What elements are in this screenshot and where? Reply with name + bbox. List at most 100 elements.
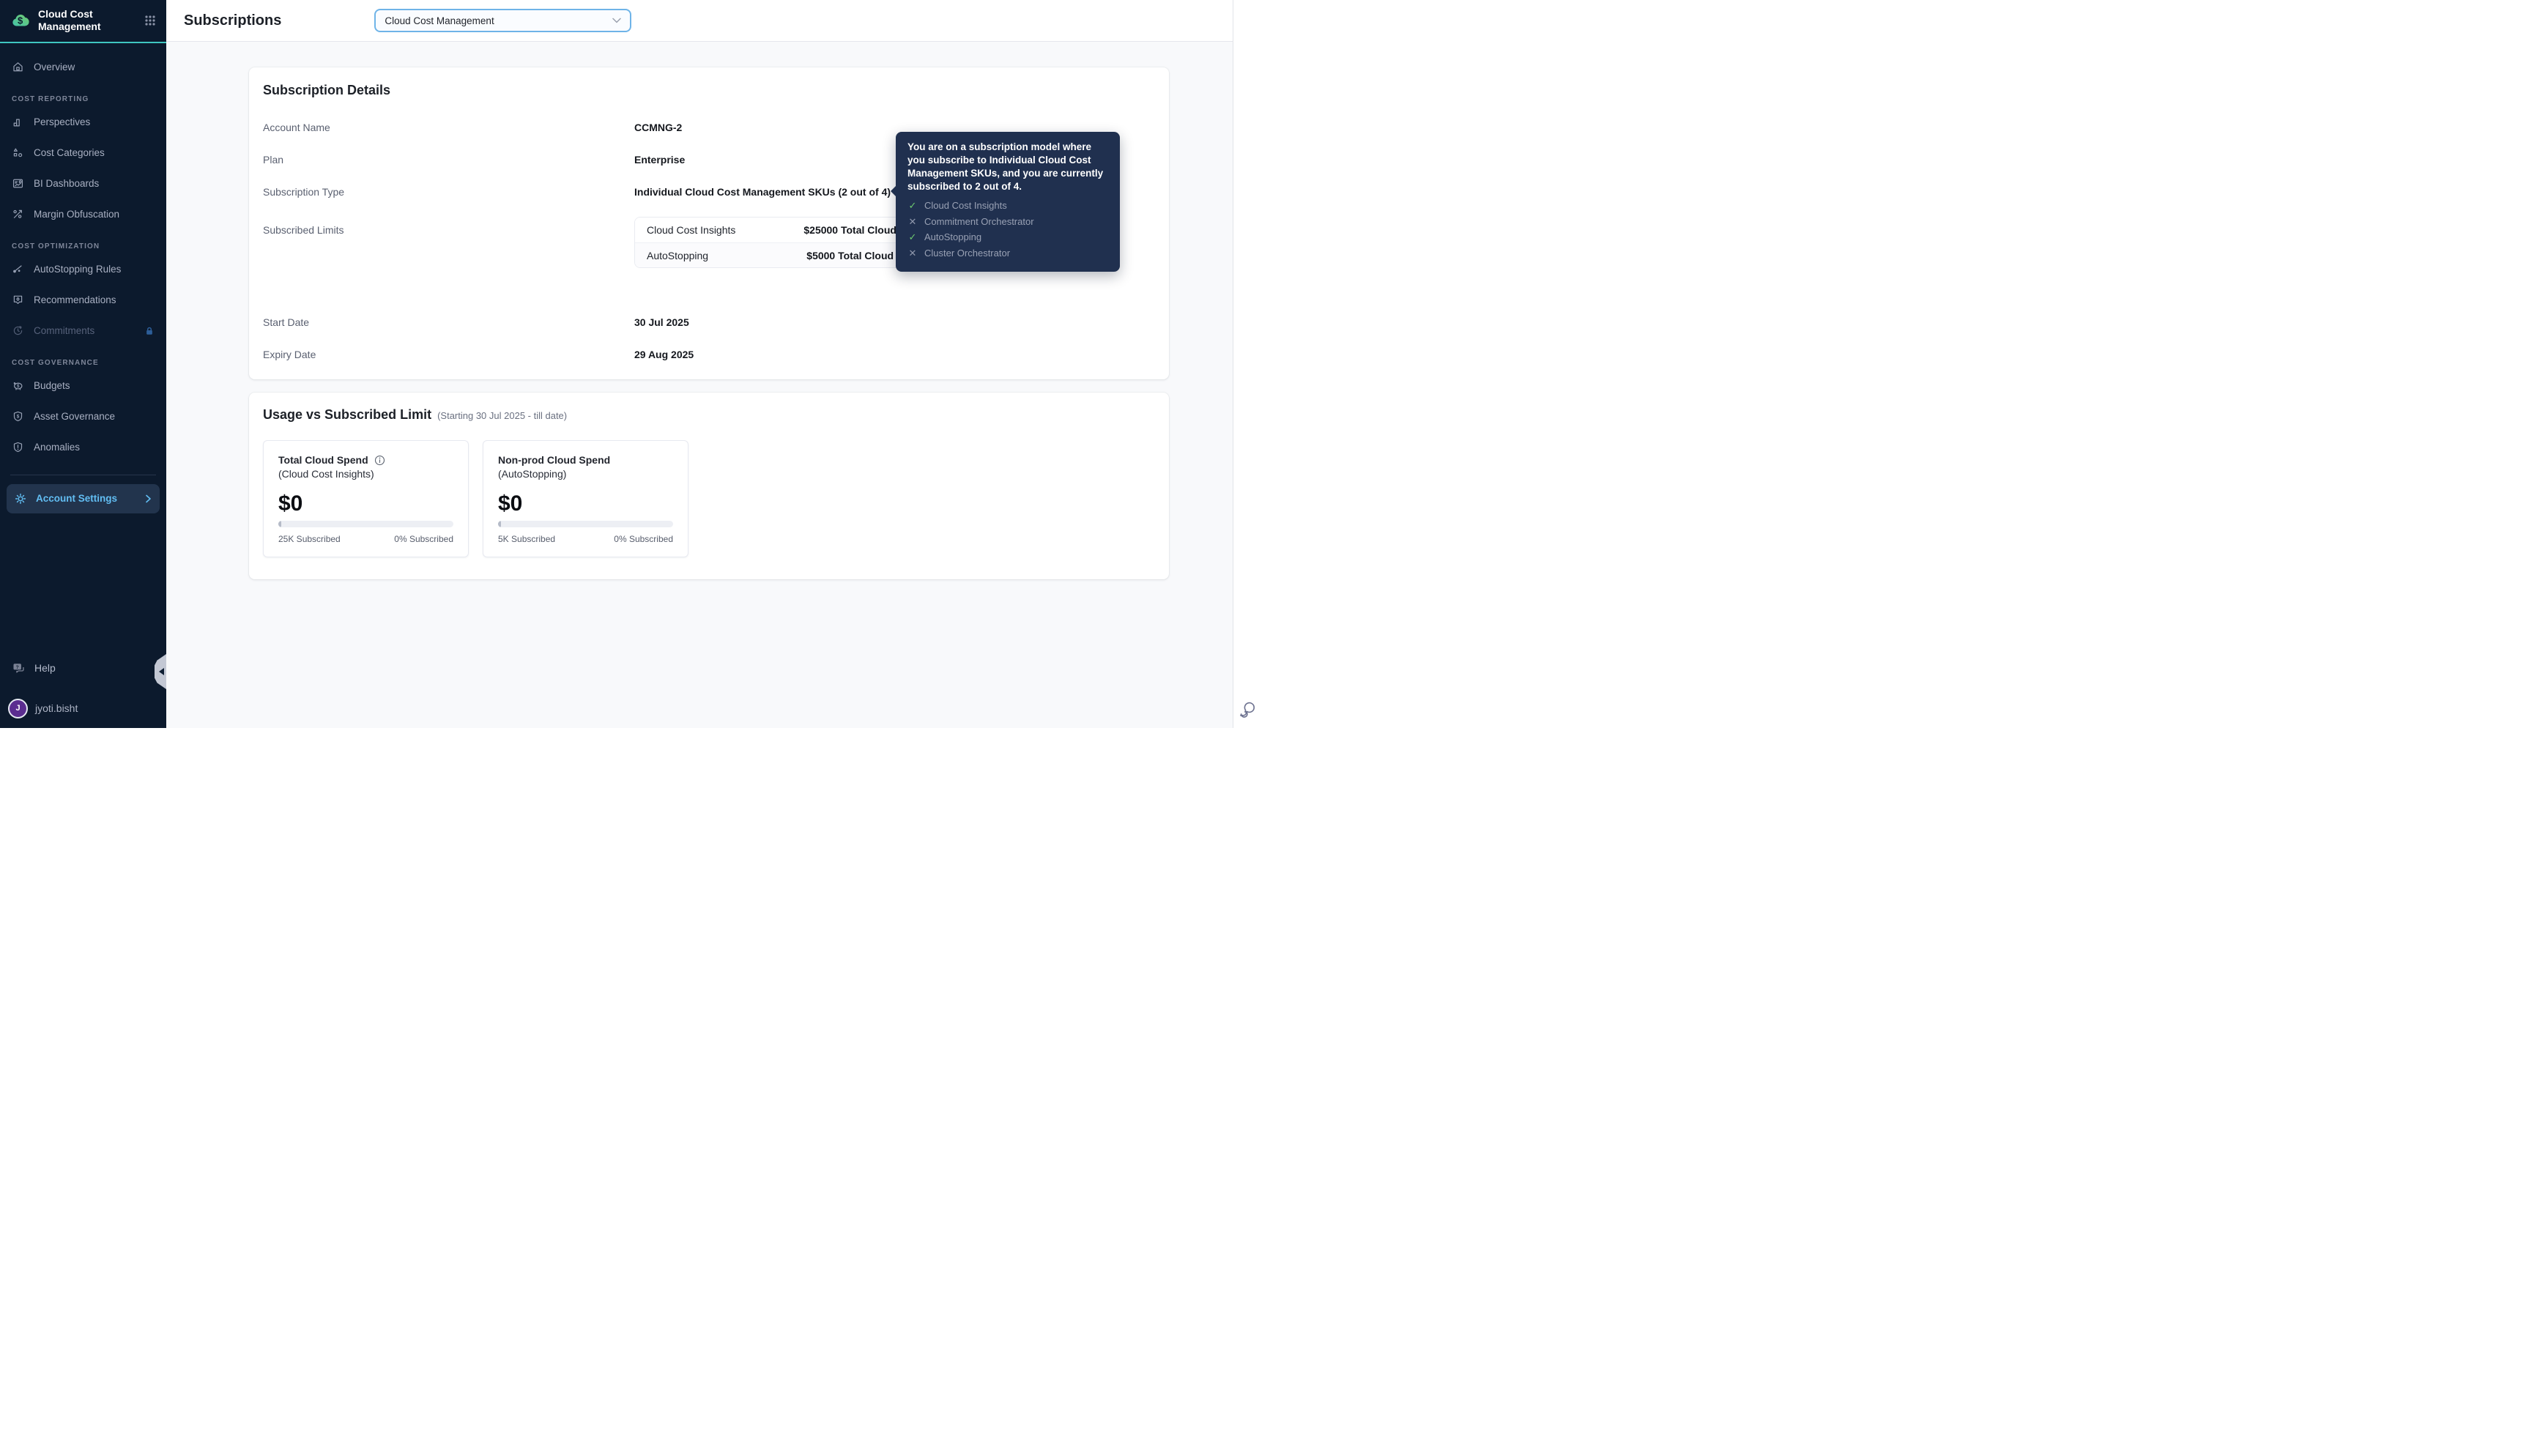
limit-name: Cloud Cost Insights <box>647 224 736 236</box>
sidebar-section-cost-optimization: COST OPTIMIZATION <box>12 242 100 250</box>
subscription-type-tooltip: You are on a subscription model where yo… <box>891 132 1120 272</box>
start-date-value: 30 Jul 2025 <box>634 316 689 328</box>
info-icon[interactable] <box>374 455 385 466</box>
sidebar-item-label: BI Dashboards <box>34 178 100 190</box>
sidebar-item-margin-obfuscation[interactable]: Margin Obfuscation <box>0 199 166 230</box>
recommendation-badge-icon <box>12 294 24 306</box>
bar-chart-icon <box>12 116 24 128</box>
app-title: Cloud Cost Management <box>38 8 101 32</box>
list-item: ✓ AutoStopping <box>907 229 1108 245</box>
total-cloud-spend-card: Total Cloud Spend (Cloud Cost Insights) … <box>263 440 469 557</box>
avatar: J <box>8 698 28 718</box>
list-item: ✕ Cluster Orchestrator <box>907 245 1108 261</box>
chevron-right-icon <box>144 494 152 503</box>
usage-progress-fill <box>278 521 281 527</box>
cross-icon: ✕ <box>908 248 917 259</box>
usage-card-footer: 5K Subscribed 0% Subscribed <box>498 534 673 544</box>
subscribed-amount-label: 5K Subscribed <box>498 534 556 544</box>
sidebar: $ Cloud Cost Management Overview COST RE… <box>0 0 166 728</box>
sidebar-item-account-settings[interactable]: Account Settings <box>7 483 160 513</box>
sidebar-collapse-handle[interactable] <box>155 654 166 689</box>
sidebar-item-overview[interactable]: Overview <box>0 52 166 83</box>
gear-icon <box>14 492 27 505</box>
tooltip-arrow <box>891 186 896 196</box>
user-name: jyoti.bisht <box>35 702 78 714</box>
sidebar-item-perspectives[interactable]: Perspectives <box>0 107 166 138</box>
right-rail <box>1233 0 1260 728</box>
subscribed-percent-label: 0% Subscribed <box>394 534 453 544</box>
usage-card-subtitle: (AutoStopping) <box>498 468 567 480</box>
sidebar-spacer <box>0 513 166 653</box>
start-date-row: Start Date 30 Jul 2025 <box>263 315 1151 330</box>
shield-alert-icon <box>12 441 24 453</box>
clock-refresh-icon <box>12 324 24 337</box>
svg-text:?: ? <box>16 664 19 669</box>
subscription-details-card: Subscription Details Account Name CCMNG-… <box>249 67 1169 379</box>
app-grid-icon[interactable] <box>144 15 156 26</box>
subscription-type-value: Individual Cloud Cost Management SKUs (2… <box>634 185 907 199</box>
start-date-label: Start Date <box>263 316 310 328</box>
sidebar-item-asset-governance[interactable]: $ Asset Governance <box>0 401 166 432</box>
sidebar-item-label: Recommendations <box>34 294 116 306</box>
content: Subscription Details Account Name CCMNG-… <box>166 42 1233 728</box>
plan-row: Plan Enterprise <box>263 152 1151 167</box>
plan-label: Plan <box>263 154 284 166</box>
chevron-down-icon <box>612 18 622 23</box>
sidebar-item-recommendations[interactable]: Recommendations <box>0 285 166 316</box>
module-selector[interactable]: Cloud Cost Management <box>374 9 632 32</box>
sidebar-item-cost-categories[interactable]: Cost Categories <box>0 138 166 168</box>
sidebar-item-budgets[interactable]: $ Budgets <box>0 371 166 401</box>
account-name-value: CCMNG-2 <box>634 122 683 133</box>
sidebar-item-label: Commitments <box>34 325 95 337</box>
sidebar-header: $ Cloud Cost Management <box>0 0 166 43</box>
usage-card-title: Total Cloud Spend <box>278 453 453 467</box>
sidebar-item-help[interactable]: ? Help <box>0 653 166 683</box>
help-label: Help <box>34 662 56 674</box>
home-icon <box>12 61 24 73</box>
percent-arrow-icon <box>12 208 24 220</box>
shield-dollar-icon: $ <box>12 410 24 423</box>
subscribed-amount-label: 25K Subscribed <box>278 534 341 544</box>
subscription-type-row: Subscription Type Individual Cloud Cost … <box>263 185 1151 199</box>
sidebar-section-cost-reporting: COST REPORTING <box>12 94 89 103</box>
module-selector-value: Cloud Cost Management <box>385 15 494 26</box>
account-name-label: Account Name <box>263 122 330 133</box>
usage-card-amount: $0 <box>278 491 303 516</box>
sidebar-nav: Overview COST REPORTING Perspectives Cos… <box>0 43 166 463</box>
check-icon: ✓ <box>908 231 917 243</box>
usage-progress-bar <box>498 521 673 527</box>
usage-title-row: Usage vs Subscribed Limit (Starting 30 J… <box>263 407 1151 423</box>
help-chat-icon: ? <box>12 661 26 675</box>
check-icon: ✓ <box>908 200 917 212</box>
tooltip-text: You are on a subscription model where yo… <box>907 141 1104 193</box>
usage-subtitle: (Starting 30 Jul 2025 - till date) <box>437 410 568 421</box>
shapes-icon <box>12 146 24 159</box>
usage-title: Usage vs Subscribed Limit <box>263 407 432 422</box>
usage-card-footer: 25K Subscribed 0% Subscribed <box>278 534 453 544</box>
sidebar-item-label: Overview <box>34 62 75 73</box>
svg-text:$: $ <box>17 415 20 420</box>
usage-card-subtitle: (Cloud Cost Insights) <box>278 468 374 480</box>
limit-name: AutoStopping <box>647 249 709 261</box>
sidebar-item-label: Margin Obfuscation <box>34 209 120 220</box>
svg-text:$: $ <box>18 15 23 26</box>
chat-support-icon[interactable] <box>1238 700 1257 719</box>
sidebar-item-label: Asset Governance <box>34 411 116 423</box>
sidebar-item-label: Budgets <box>34 380 70 392</box>
cross-icon: ✕ <box>908 215 917 227</box>
subscribed-limits-label: Subscribed Limits <box>263 224 344 236</box>
sidebar-item-bi-dashboards[interactable]: BI Dashboards <box>0 168 166 199</box>
sidebar-item-label: Cost Categories <box>34 147 105 159</box>
piggy-bank-icon: $ <box>12 379 24 392</box>
sidebar-item-anomalies[interactable]: Anomalies <box>0 432 166 463</box>
lock-icon <box>144 326 155 336</box>
sidebar-item-label: Perspectives <box>34 116 91 128</box>
sidebar-user[interactable]: J jyoti.bisht <box>0 691 166 725</box>
plan-value: Enterprise <box>634 154 686 166</box>
sidebar-item-label: AutoStopping Rules <box>34 264 122 275</box>
page-title: Subscriptions <box>184 12 282 29</box>
sidebar-item-autostopping-rules[interactable]: AutoStopping Rules <box>0 254 166 285</box>
sidebar-item-commitments[interactable]: Commitments <box>0 316 166 346</box>
account-name-row: Account Name CCMNG-2 <box>263 120 1151 135</box>
topbar: Subscriptions Cloud Cost Management <box>166 0 1233 42</box>
